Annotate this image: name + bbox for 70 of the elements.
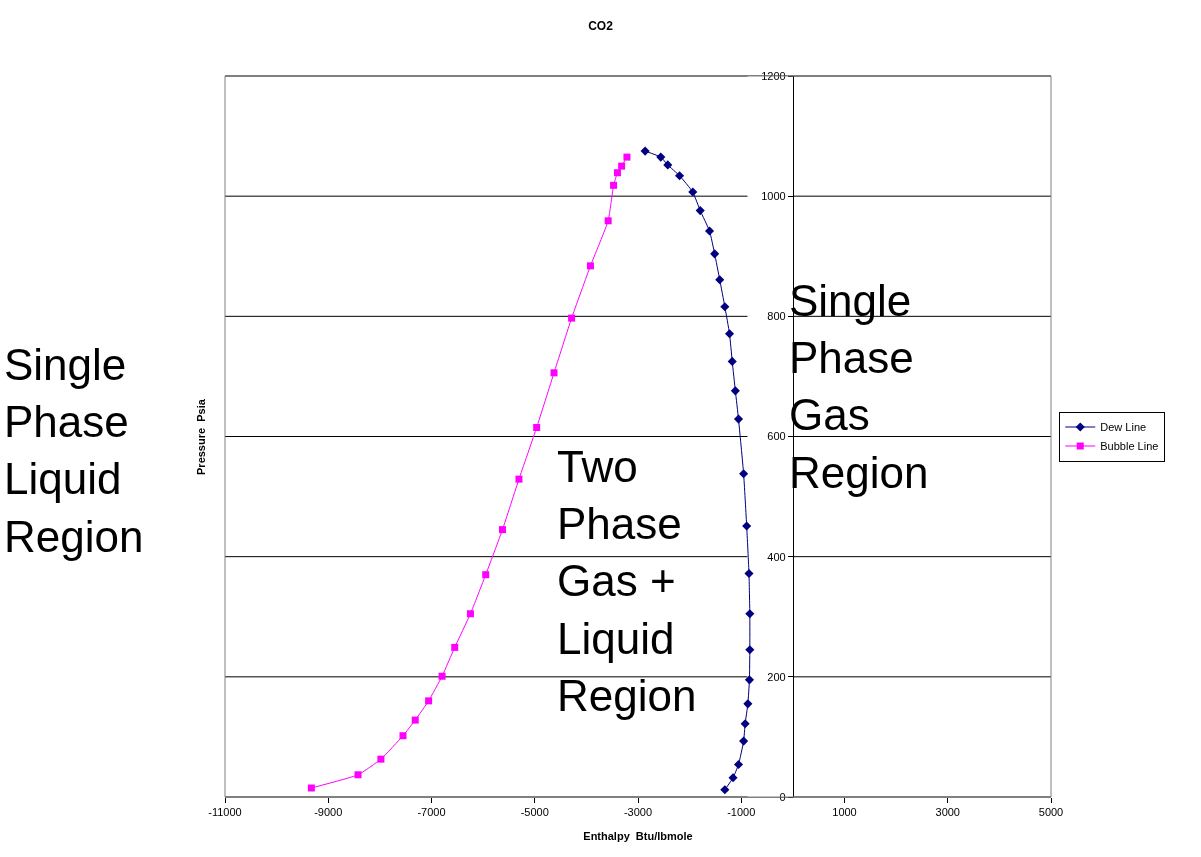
text: Single Phase Liquid Region (4, 340, 144, 561)
point (695, 206, 705, 216)
point (466, 610, 474, 618)
point (705, 226, 715, 236)
point (451, 643, 459, 651)
point (425, 697, 433, 705)
x-tick-label: -1000 (727, 806, 756, 819)
point (568, 314, 576, 322)
point (727, 356, 737, 366)
point (710, 249, 720, 259)
x-tick-label: 1000 (832, 806, 857, 819)
point (604, 217, 612, 225)
legend-label: Bubble Line (1100, 440, 1159, 453)
x-tick-label: 5000 (1038, 806, 1064, 819)
point (715, 275, 725, 285)
y-tick-label: 1200 (761, 69, 786, 82)
y-axis-title: Pressure Psia (194, 398, 207, 475)
point (482, 571, 490, 579)
point (724, 329, 735, 339)
point (623, 153, 631, 161)
y-tick-label: 800 (767, 310, 786, 323)
annotation: Two Phase Gas + Liquid Region (557, 442, 697, 720)
point (733, 760, 744, 770)
point (745, 645, 755, 655)
point (498, 526, 506, 534)
point (656, 152, 666, 162)
point (533, 423, 541, 431)
point (438, 672, 446, 680)
point (733, 414, 744, 424)
x-tick-label: -3000 (623, 806, 653, 819)
point (550, 369, 558, 377)
point (307, 784, 315, 792)
point (613, 169, 621, 177)
point (377, 755, 385, 763)
point (742, 521, 752, 531)
x-tick-label: -5000 (520, 806, 549, 819)
x-tick-label: -7000 (417, 806, 446, 819)
y-tick-label: 200 (767, 670, 786, 683)
y-tick-label: 1000 (761, 190, 786, 203)
point (610, 181, 618, 189)
point (515, 475, 523, 483)
point (745, 609, 755, 619)
point (720, 785, 730, 795)
point (618, 162, 626, 170)
x-tick-label: 3000 (935, 806, 960, 819)
point (354, 771, 362, 779)
point (744, 568, 754, 579)
point (739, 736, 749, 746)
point (675, 171, 685, 181)
x-tick-label: -9000 (314, 806, 343, 819)
point (411, 716, 419, 724)
chart-title: CO2 (588, 18, 614, 33)
x-axis-title: Enthalpy Btu/lbmole (583, 830, 693, 843)
x-tick-label: -11000 (208, 806, 242, 819)
legend-label: Dew Line (1100, 421, 1147, 434)
point (688, 187, 698, 197)
point (740, 719, 750, 729)
y-tick-label: 400 (767, 550, 786, 563)
point (743, 699, 753, 709)
point (640, 146, 650, 156)
y-tick-label: 600 (767, 430, 786, 443)
point (730, 386, 740, 396)
point (739, 469, 749, 479)
point (728, 773, 738, 783)
point (744, 675, 755, 685)
point (720, 302, 730, 312)
point (399, 732, 407, 740)
point (586, 262, 594, 270)
point (663, 160, 673, 170)
y-tick-label: 0 (779, 790, 786, 803)
